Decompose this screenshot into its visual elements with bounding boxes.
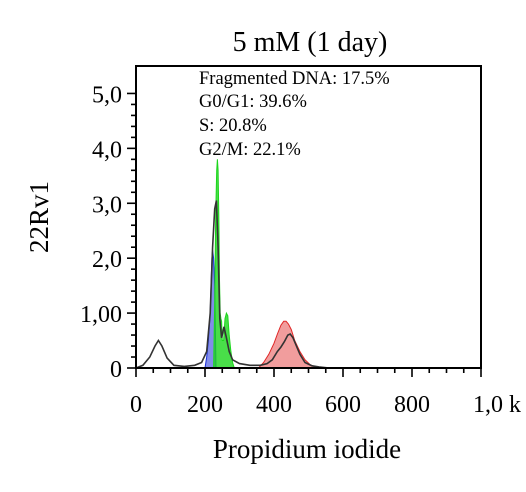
y-tick-label: 4,0	[92, 137, 122, 163]
histogram-line	[135, 200, 481, 369]
x-tick-label: 200	[187, 392, 223, 418]
y-axis-label: 22Rv1	[24, 181, 54, 253]
annotation-s-phase: S: 20.8%	[199, 116, 267, 136]
x-tick-label: 1,0 k	[473, 392, 521, 418]
x-tick-label: 800	[394, 392, 430, 418]
x-tick-label: 600	[325, 392, 361, 418]
annotation-fragmented-dna: Fragmented DNA: 17.5%	[199, 69, 390, 89]
x-tick-label: 0	[130, 392, 142, 418]
chart-title: 5 mM (1 day)	[233, 27, 388, 58]
y-tick-label: 5,0	[92, 82, 122, 108]
x-axis: 0 200 400 600 800 1,0 k	[130, 368, 521, 418]
g2-m-area	[257, 320, 323, 369]
x-tick-label: 400	[256, 392, 292, 418]
annotation-block: Fragmented DNA: 17.5% G0/G1: 39.6% S: 20…	[199, 69, 390, 160]
y-tick-label: 0	[110, 357, 122, 383]
y-axis: 0 1,00 2,0 3,0 4,0 5,0	[80, 82, 136, 383]
annotation-g0-g1: G0/G1: 39.6%	[199, 92, 307, 112]
plot-lines	[135, 200, 481, 369]
y-tick-label: 1,00	[80, 302, 122, 328]
y-tick-label: 3,0	[92, 192, 122, 218]
annotation-g2-m: G2/M: 22.1%	[199, 140, 301, 160]
g0-g1-s-area	[213, 159, 235, 369]
x-axis-label: Propidium iodide	[213, 434, 401, 464]
plot-frame	[135, 65, 482, 369]
y-tick-label: 2,0	[92, 247, 122, 273]
